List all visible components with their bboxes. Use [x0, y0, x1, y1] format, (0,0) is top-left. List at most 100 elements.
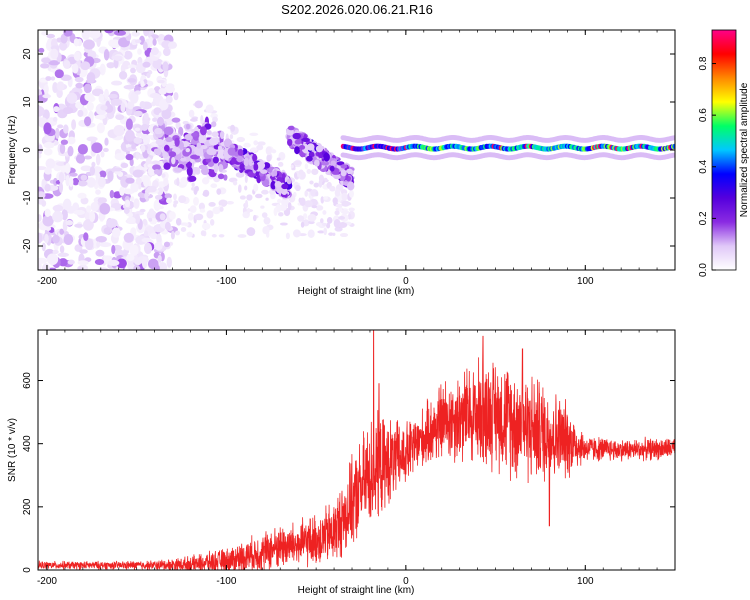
- spectrogram-cell: [196, 142, 202, 149]
- spectrogram-y-tick-label: -20: [22, 238, 33, 253]
- spectrogram-cell: [335, 203, 343, 208]
- spectrogram-cell: [237, 234, 247, 238]
- spectrogram-cell: [244, 175, 248, 183]
- spectrogram-cell: [63, 30, 73, 37]
- spectrogram-cell: [152, 164, 161, 171]
- spectrogram-cell: [237, 184, 242, 193]
- spectrogram-cell: [180, 176, 189, 186]
- spectrogram-cell: [253, 140, 259, 146]
- spectrogram-cell: [154, 242, 163, 251]
- snr-x-tick-label: -100: [216, 576, 236, 587]
- snr-y-tick-label: 400: [22, 435, 33, 452]
- spectrogram-cell: [107, 259, 120, 267]
- spectrogram-cell: [86, 101, 94, 111]
- spectrogram-cell: [95, 249, 105, 257]
- spectrogram-cell: [349, 189, 354, 198]
- spectrogram-cell: [133, 198, 140, 209]
- spectrogram-cell: [42, 94, 52, 99]
- spectrogram-cell: [273, 207, 278, 217]
- spectrogram-cell: [341, 210, 350, 215]
- spectrogram-cell: [218, 234, 225, 238]
- spectrogram-cell: [130, 67, 136, 74]
- colorbar-tick-label: 0.2: [698, 211, 709, 225]
- spectrogram-cell: [298, 145, 306, 150]
- spectrogram-cell: [211, 121, 217, 128]
- spectrogram-cell: [323, 152, 330, 162]
- spectrogram-cell: [189, 205, 197, 213]
- spectrogram-cell: [130, 181, 140, 193]
- spectrogram-cell: [38, 257, 48, 264]
- spectrogram-cell: [48, 267, 57, 270]
- spectrogram-cell: [184, 222, 189, 227]
- snr-x-label: Height of straight line (km): [298, 585, 415, 596]
- spectrogram-cell: [166, 197, 172, 204]
- spectrogram-cell: [84, 116, 92, 127]
- spectrogram-cell: [114, 30, 126, 36]
- spectrogram-cell: [164, 193, 172, 199]
- spectrogram-cell: [168, 151, 177, 158]
- spectrogram-cell: [141, 237, 152, 243]
- spectrogram-cell: [276, 187, 284, 194]
- spectrogram-cell: [304, 163, 309, 170]
- spectrogram-cell: [198, 134, 207, 144]
- spectrogram-cell: [271, 149, 277, 154]
- spectrogram-cell: [119, 186, 125, 197]
- spectrogram-cell: [115, 114, 125, 120]
- spectrogram-cell: [338, 222, 348, 228]
- spectrogram-cell: [185, 123, 191, 130]
- spectrogram-cell: [186, 231, 193, 238]
- spectrogram-cell: [324, 177, 328, 182]
- spectrogram-cell: [81, 30, 91, 40]
- spectrogram-cell: [323, 227, 328, 236]
- spectrogram-cell: [140, 144, 146, 153]
- spectrogram-cell: [340, 164, 348, 169]
- spectrogram-cell: [276, 157, 281, 161]
- spectrogram-cell: [156, 233, 162, 244]
- spectrogram-cell: [252, 214, 257, 222]
- spectrogram-x-tick-label: -200: [37, 276, 57, 287]
- spectrogram-cell: [194, 185, 199, 192]
- spectrogram-cell: [120, 102, 126, 113]
- spectrogram-cell: [58, 258, 68, 267]
- spectrogram-cell: [45, 76, 52, 81]
- spectrogram-cell: [59, 245, 65, 254]
- spectrogram-cell: [311, 168, 319, 175]
- spectrogram-cell: [339, 232, 349, 238]
- spectrogram-cell: [114, 153, 126, 161]
- spectrogram-cell: [232, 180, 238, 186]
- spectrogram-cell: [672, 143, 675, 149]
- spectrogram-cell: [100, 151, 105, 158]
- spectrogram-cell: [198, 202, 206, 211]
- spectrogram-cell: [118, 70, 128, 80]
- spectrogram-cell: [329, 165, 335, 172]
- spectrogram-cell: [279, 222, 288, 226]
- spectrogram-cell: [256, 161, 266, 170]
- spectrogram-cell: [63, 59, 71, 69]
- spectrogram-cell: [113, 125, 125, 137]
- spectrogram-marks: [38, 30, 675, 270]
- spectrogram-cell: [156, 187, 164, 196]
- spectrogram-cell: [131, 31, 140, 37]
- spectrogram-cell: [52, 116, 58, 122]
- spectrogram-cell: [143, 30, 150, 37]
- spectrogram-cell: [80, 197, 89, 205]
- spectrogram-cell: [199, 208, 206, 213]
- spectrogram-cell: [206, 210, 214, 219]
- spectrogram-cell: [290, 164, 294, 169]
- spectrogram-cell: [336, 161, 345, 166]
- snr-frame: [37, 329, 676, 571]
- spectrogram-cell: [212, 116, 218, 123]
- spectrogram-cell: [48, 60, 60, 66]
- spectrogram-cell: [156, 116, 165, 126]
- spectrogram-cell: [206, 148, 216, 156]
- spectrogram-cell: [176, 177, 180, 187]
- spectrogram-cell: [86, 72, 96, 84]
- spectrogram-cell: [306, 143, 315, 151]
- spectrogram-cell: [323, 196, 328, 200]
- spectrogram-cell: [129, 158, 134, 167]
- spectrogram-cell: [321, 222, 327, 226]
- spectrogram-cell: [38, 106, 45, 117]
- spectrogram-cell: [120, 162, 129, 169]
- spectrogram-cell: [44, 233, 49, 244]
